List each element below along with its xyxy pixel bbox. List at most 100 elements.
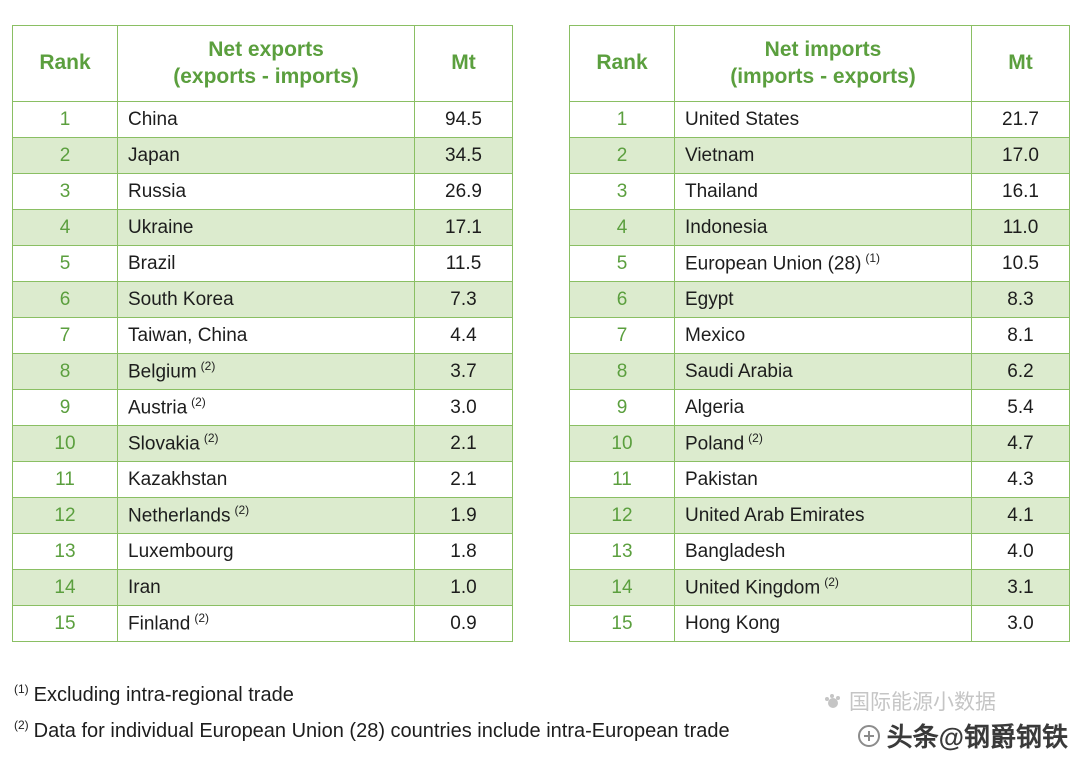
table-row: 15 Finland (2) 0.9: [12, 605, 513, 642]
watermark-main: 头条@钢爵钢铁: [857, 717, 1068, 754]
country-cell: Belgium (2): [117, 353, 415, 390]
value-cell: 4.7: [971, 425, 1070, 462]
watermark-faded: 国际能源小数据: [823, 686, 996, 716]
rank-cell: 4: [569, 209, 675, 246]
value-cell: 0.9: [414, 605, 513, 642]
exports-unit-header: Mt: [414, 25, 513, 102]
footnote-1-text: Excluding intra-regional trade: [33, 684, 294, 706]
exports-title: Net exports: [208, 38, 324, 62]
imports-header-row: Rank Net imports (imports - exports) Mt: [569, 25, 1070, 102]
rank-cell: 1: [569, 101, 675, 138]
rank-cell: 11: [12, 461, 118, 498]
table-row: 6 South Korea 7.3: [12, 281, 513, 318]
table-row: 7 Taiwan, China 4.4: [12, 317, 513, 354]
imports-subtitle: (imports - exports): [730, 64, 916, 88]
country-cell: Saudi Arabia: [674, 353, 972, 390]
imports-title-header: Net imports (imports - exports): [674, 25, 972, 102]
rank-cell: 7: [569, 317, 675, 354]
rank-cell: 7: [12, 317, 118, 354]
watermark-main-text: 头条@钢爵钢铁: [886, 722, 1068, 752]
table-row: 2 Vietnam 17.0: [569, 137, 1070, 174]
country-cell: United Kingdom (2): [674, 569, 972, 606]
table-row: 4 Ukraine 17.1: [12, 209, 513, 246]
rank-cell: 13: [569, 533, 675, 570]
rank-cell: 15: [569, 605, 675, 642]
country-cell: Indonesia: [674, 209, 972, 246]
value-cell: 10.5: [971, 245, 1070, 282]
imports-title: Net imports: [764, 38, 882, 62]
rank-cell: 11: [569, 461, 675, 498]
table-row: 10 Slovakia (2) 2.1: [12, 425, 513, 462]
footnotes: (1) Excluding intra-regional trade (2) Dat…: [14, 682, 1080, 744]
value-cell: 16.1: [971, 173, 1070, 210]
net-exports-table: Rank Net exports (exports - imports) Mt …: [12, 25, 513, 642]
country-cell: Thailand: [674, 173, 972, 210]
footnote-ref: (2): [200, 359, 216, 374]
country-cell: Poland (2): [674, 425, 972, 462]
country-cell: Kazakhstan: [117, 461, 415, 498]
country-cell: Brazil: [117, 245, 415, 282]
value-cell: 17.1: [414, 209, 513, 246]
value-cell: 6.2: [971, 353, 1070, 390]
country-cell: Hong Kong: [674, 605, 972, 642]
rank-cell: 3: [12, 173, 118, 210]
toutiao-logo-icon: [857, 724, 881, 748]
table-row: 8 Saudi Arabia 6.2: [569, 353, 1070, 390]
country-cell: Luxembourg: [117, 533, 415, 570]
table-row: 8 Belgium (2) 3.7: [12, 353, 513, 390]
exports-title-header: Net exports (exports - imports): [117, 25, 415, 102]
value-cell: 3.0: [414, 389, 513, 426]
footnote-ref: (2): [194, 611, 209, 626]
rank-cell: 14: [569, 569, 675, 606]
imports-table-body: 1 United States 21.7 2 Vietnam 17.0 3 Thailand 1…: [569, 101, 1070, 642]
country-cell: South Korea: [117, 281, 415, 318]
country-cell: Ukraine: [117, 209, 415, 246]
exports-table-body: 1 China 94.5 2 Japan 34.5 3 Russia 26.9 4 Ukraine 1…: [12, 101, 513, 642]
table-row: 12 Netherlands (2) 1.9: [12, 497, 513, 534]
country-cell: Austria (2): [117, 389, 415, 426]
value-cell: 8.1: [971, 317, 1070, 354]
exports-subtitle: (exports - imports): [173, 64, 359, 88]
table-row: 12 United Arab Emirates 4.1: [569, 497, 1070, 534]
table-row: 1 United States 21.7: [569, 101, 1070, 138]
table-row: 5 European Union (28) (1) 10.5: [569, 245, 1070, 282]
rank-cell: 2: [569, 137, 675, 174]
value-cell: 34.5: [414, 137, 513, 174]
country-cell: Vietnam: [674, 137, 972, 174]
value-cell: 21.7: [971, 101, 1070, 138]
country-cell: European Union (28) (1): [674, 245, 972, 282]
value-cell: 1.9: [414, 497, 513, 534]
country-cell: Pakistan: [674, 461, 972, 498]
table-row: 14 United Kingdom (2) 3.1: [569, 569, 1070, 606]
value-cell: 94.5: [414, 101, 513, 138]
table-row: 10 Poland (2) 4.7: [569, 425, 1070, 462]
net-imports-table: Rank Net imports (imports - exports) Mt …: [569, 25, 1070, 642]
value-cell: 8.3: [971, 281, 1070, 318]
country-cell: United States: [674, 101, 972, 138]
value-cell: 26.9: [414, 173, 513, 210]
tables-container: Rank Net exports (exports - imports) Mt …: [12, 25, 1070, 642]
country-cell: Bangladesh: [674, 533, 972, 570]
table-row: 1 China 94.5: [12, 101, 513, 138]
country-cell: Egypt: [674, 281, 972, 318]
table-row: 13 Luxembourg 1.8: [12, 533, 513, 570]
paw-icon: [823, 691, 843, 711]
country-cell: Japan: [117, 137, 415, 174]
footnote-ref: (1): [865, 251, 881, 266]
value-cell: 4.1: [971, 497, 1070, 534]
footnote-2-text: Data for individual European Union (28) …: [33, 720, 730, 742]
value-cell: 3.1: [971, 569, 1070, 606]
rank-cell: 3: [569, 173, 675, 210]
table-row: 7 Mexico 8.1: [569, 317, 1070, 354]
country-cell: Russia: [117, 173, 415, 210]
country-cell: China: [117, 101, 415, 138]
table-row: 3 Russia 26.9: [12, 173, 513, 210]
country-cell: Iran: [117, 569, 415, 606]
imports-rank-header: Rank: [569, 25, 675, 102]
rank-cell: 4: [12, 209, 118, 246]
table-row: 14 Iran 1.0: [12, 569, 513, 606]
rank-cell: 8: [569, 353, 675, 390]
rank-cell: 6: [569, 281, 675, 318]
rank-cell: 2: [12, 137, 118, 174]
rank-cell: 12: [569, 497, 675, 534]
